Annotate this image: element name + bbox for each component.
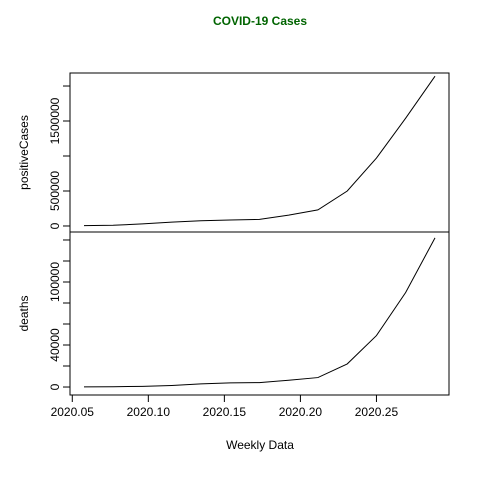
y-tick-label: 1500000 <box>48 97 62 144</box>
y-axis-label: positiveCases <box>17 115 31 190</box>
y-tick-label: 0 <box>48 383 62 390</box>
chart-title: COVID-19 Cases <box>213 14 307 28</box>
y-tick-label: 0 <box>48 222 62 229</box>
x-axis-label: Weekly Data <box>226 438 294 452</box>
data-line <box>83 75 436 227</box>
y-axis-label: deaths <box>17 295 31 331</box>
x-tick-label: 2020.15 <box>203 405 247 419</box>
x-tick-label: 2020.25 <box>355 405 399 419</box>
data-line <box>83 237 436 388</box>
x-tick-label: 2020.05 <box>51 405 95 419</box>
y-tick-label: 40000 <box>48 328 62 362</box>
x-tick-label: 2020.10 <box>127 405 171 419</box>
x-tick-label: 2020.20 <box>279 405 323 419</box>
y-tick-label: 100000 <box>48 262 62 302</box>
y-tick-label: 500000 <box>48 171 62 211</box>
